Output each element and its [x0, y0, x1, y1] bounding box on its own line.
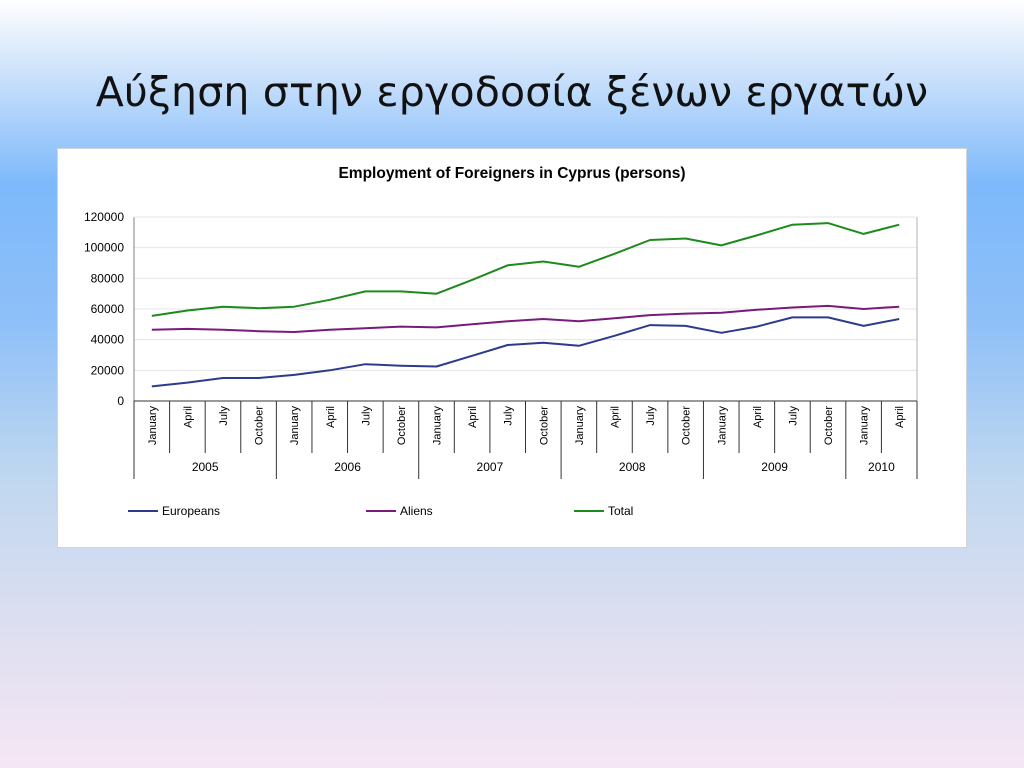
gridlines	[134, 216, 917, 371]
x-tick-label: January	[859, 406, 871, 446]
x-tick-label: April	[467, 406, 479, 428]
series-lines	[151, 222, 900, 388]
x-tick-label: October	[254, 406, 266, 445]
x-tick-label: October	[396, 406, 408, 445]
y-tick-label: 80000	[91, 271, 125, 285]
chart-panel: Employment of Foreigners in Cyprus (pers…	[57, 148, 967, 548]
x-tick-label: July	[218, 406, 230, 426]
series-line-europeans	[151, 316, 900, 388]
legend: Europeans Aliens Total	[128, 504, 633, 518]
x-tick-label: October	[538, 406, 550, 445]
x-tick-label: July	[360, 406, 372, 426]
series-line-total	[151, 222, 900, 317]
slide-title: Αύξηση στην εργοδοσία ξένων εργατών	[95, 68, 929, 116]
x-tick-label: January	[716, 406, 728, 446]
year-label: 2009	[761, 460, 788, 474]
x-tick-label: October	[681, 406, 693, 445]
x-tick-label: July	[503, 406, 515, 426]
x-tick-label: January	[289, 406, 301, 446]
y-tick-label: 60000	[91, 302, 125, 316]
x-tick-label: October	[823, 406, 835, 445]
year-label: 2008	[619, 460, 646, 474]
legend-label-total: Total	[608, 504, 633, 518]
x-tick-label: January	[432, 406, 444, 446]
year-label: 2006	[334, 460, 361, 474]
axes: 0 20000 40000 60000 80000 100000 120000 January…	[84, 210, 918, 479]
y-tick-label: 0	[117, 394, 124, 408]
year-label: 2010	[868, 460, 895, 474]
x-tick-label: April	[752, 406, 764, 428]
x-tick-label: April	[182, 406, 194, 428]
x-tick-label: April	[894, 406, 906, 428]
y-tick-label: 120000	[84, 210, 124, 224]
x-tick-label: July	[787, 406, 799, 426]
y-tick-label: 100000	[84, 241, 124, 255]
year-label: 2005	[192, 460, 219, 474]
legend-label-aliens: Aliens	[400, 504, 433, 518]
x-tick-label: July	[645, 406, 657, 426]
x-tick-label: April	[325, 406, 337, 428]
x-tick-label: April	[609, 406, 621, 428]
series-line-aliens	[151, 304, 900, 333]
y-tick-label: 20000	[91, 363, 125, 377]
chart-title: Employment of Foreigners in Cyprus (pers…	[338, 165, 685, 182]
x-tick-label: January	[147, 406, 159, 446]
line-chart: Employment of Foreigners in Cyprus (pers…	[84, 165, 918, 518]
y-tick-label: 40000	[91, 333, 125, 347]
year-label: 2007	[477, 460, 504, 474]
legend-label-europeans: Europeans	[162, 504, 220, 518]
x-tick-label: January	[574, 406, 586, 446]
